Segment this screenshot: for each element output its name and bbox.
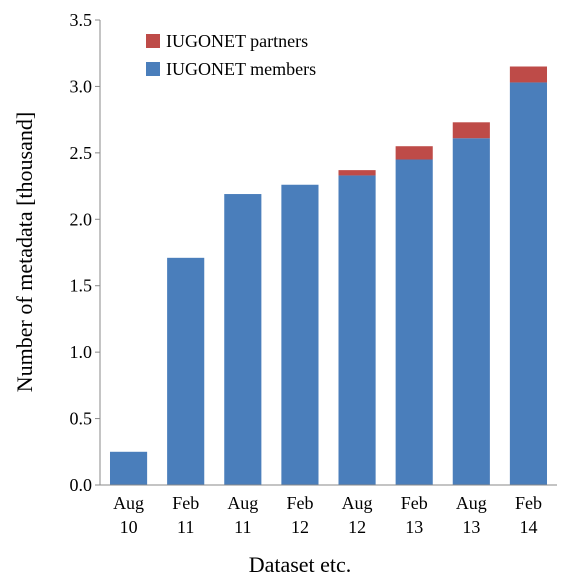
bar-segment xyxy=(509,66,548,83)
bar-segment xyxy=(338,175,376,485)
y-tick-label: 2.0 xyxy=(70,209,93,229)
y-tick-label: 1.5 xyxy=(70,276,93,296)
bar-segment xyxy=(395,146,433,160)
x-tick-label: 13 xyxy=(405,517,423,537)
x-tick-label: Aug xyxy=(113,493,144,513)
y-tick-label: 3.5 xyxy=(70,10,93,30)
y-tick-label: 0.0 xyxy=(70,475,93,495)
x-tick-label: 11 xyxy=(177,517,194,537)
x-tick-label: Aug xyxy=(227,493,258,513)
bar-segment xyxy=(224,194,262,486)
legend-swatch xyxy=(146,34,160,48)
x-tick-label: Feb xyxy=(172,493,199,513)
x-tick-label: 13 xyxy=(462,517,480,537)
x-tick-label: Aug xyxy=(456,493,487,513)
bar-segment xyxy=(509,82,548,485)
y-tick-label: 3.0 xyxy=(70,76,93,96)
x-tick-label: Feb xyxy=(286,493,313,513)
bar-segment xyxy=(281,184,319,485)
x-axis-label: Dataset etc. xyxy=(249,552,352,577)
x-tick-label: 10 xyxy=(120,517,138,537)
x-tick-label: 14 xyxy=(519,517,537,537)
x-tick-label: Feb xyxy=(401,493,428,513)
bar-segment xyxy=(167,257,205,485)
x-tick-label: 12 xyxy=(291,517,309,537)
y-tick-label: 1.0 xyxy=(70,342,93,362)
y-axis-label: Number of metadata [thousand] xyxy=(12,112,37,392)
x-tick-label: 12 xyxy=(348,517,366,537)
bar-segment xyxy=(452,138,490,485)
x-tick-label: Aug xyxy=(342,493,373,513)
bar-segment xyxy=(109,451,148,485)
x-tick-label: 11 xyxy=(234,517,251,537)
bar-segment xyxy=(338,170,376,176)
x-tick-label: Feb xyxy=(515,493,542,513)
legend-swatch xyxy=(146,62,160,76)
bar-segment xyxy=(395,159,433,485)
y-tick-label: 0.5 xyxy=(70,409,93,429)
bar-segment xyxy=(452,122,490,139)
y-tick-label: 2.5 xyxy=(70,143,93,163)
legend-label: IUGONET members xyxy=(166,59,316,79)
legend-label: IUGONET partners xyxy=(166,31,308,51)
